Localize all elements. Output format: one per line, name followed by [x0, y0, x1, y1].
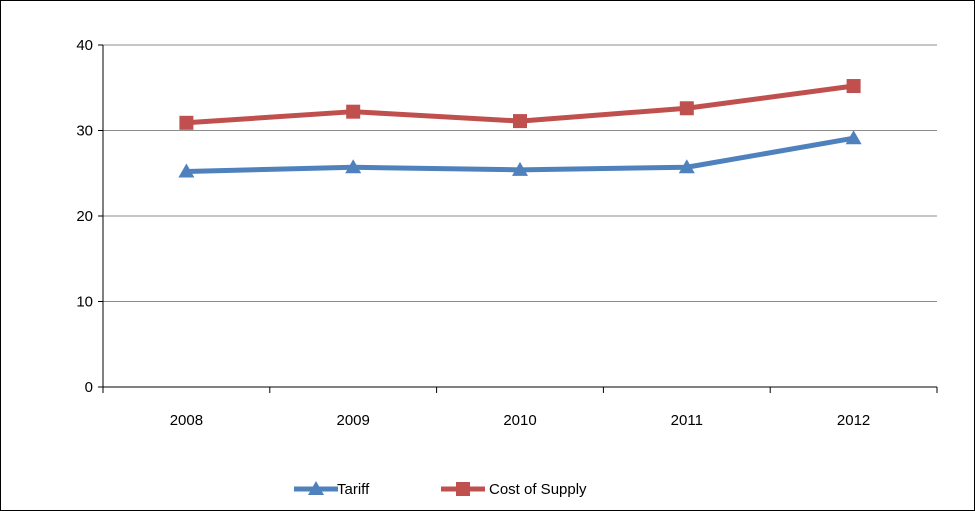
- data-point-square: [179, 115, 194, 130]
- y-tick-label: 20: [76, 208, 93, 225]
- y-tick-labels: 0 10 20 30 40: [76, 37, 93, 396]
- legend-marker-triangle: [308, 481, 324, 495]
- legend-label: Cost of Supply: [489, 481, 587, 498]
- data-point-square: [679, 101, 694, 116]
- y-tick-label: 10: [76, 294, 93, 311]
- legend-item: Tariff: [294, 481, 370, 498]
- series: [178, 79, 862, 178]
- x-tick-label: 2011: [671, 412, 703, 429]
- data-point-triangle: [345, 159, 362, 174]
- x-tick-labels: 2008 2009 2010 2011 2012: [170, 412, 871, 429]
- x-tick-label: 2012: [837, 412, 870, 429]
- series-cost-of-supply: [179, 79, 861, 130]
- y-tick-label: 40: [76, 37, 93, 54]
- y-tick-label: 0: [85, 379, 93, 396]
- data-point-square: [346, 104, 361, 119]
- data-point-triangle: [845, 130, 862, 145]
- data-point-square: [846, 79, 861, 94]
- gridlines: [103, 44, 937, 302]
- legend-item: Cost of Supply: [441, 481, 587, 498]
- legend-marker-square: [456, 482, 470, 496]
- x-tick-label: 2010: [503, 412, 536, 429]
- data-point-triangle: [178, 163, 195, 178]
- data-point-triangle: [512, 161, 528, 176]
- legend-label: Tariff: [337, 481, 370, 498]
- x-tick-label: 2008: [170, 412, 203, 429]
- legend: Tariff Cost of Supply: [294, 481, 587, 498]
- x-tick-label: 2009: [337, 412, 370, 429]
- series-tariff: [178, 130, 862, 178]
- axes: [98, 44, 938, 393]
- data-point-triangle: [678, 159, 695, 174]
- y-tick-label: 30: [76, 123, 93, 140]
- data-point-square: [513, 114, 527, 129]
